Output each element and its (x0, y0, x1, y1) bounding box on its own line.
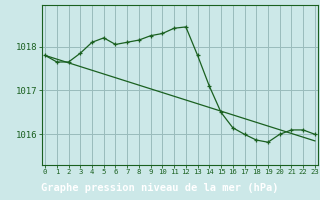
Text: Graphe pression niveau de la mer (hPa): Graphe pression niveau de la mer (hPa) (41, 183, 279, 193)
